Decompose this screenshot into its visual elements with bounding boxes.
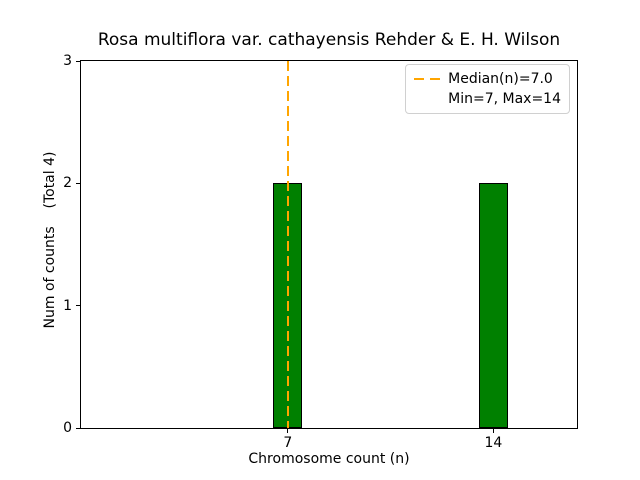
y-tick-2 [76,182,81,184]
chart-title: Rosa multiflora var. cathayensis Rehder … [97,30,561,50]
y-tick-label-3: 3 [63,53,72,69]
y-tick-0 [76,427,81,429]
x-tick-7 [287,428,289,433]
x-tick-label-7: 7 [283,435,293,451]
legend-label-minmax: Min=7, Max=14 [448,91,561,107]
legend-item-median: Median(n)=7.0 [414,69,561,89]
y-tick-3 [76,60,81,62]
median-vline [286,61,289,428]
y-axis-label: Num of counts (Total 4) [42,151,58,329]
median-dashed-line-swatch [414,78,441,80]
y-tick-label-0: 0 [63,420,72,436]
legend: Median(n)=7.0 Min=7, Max=14 [405,64,570,114]
legend-label-median: Median(n)=7.0 [448,71,553,87]
bar-n14 [478,183,508,428]
x-axis-label: Chromosome count (n) [248,451,410,467]
legend-item-minmax: Min=7, Max=14 [414,89,561,109]
x-tick-14 [492,428,494,433]
y-tick-label-1: 1 [63,297,72,314]
x-tick-label-14: 14 [484,435,503,451]
y-tick-1 [76,305,81,307]
plot-area: Median(n)=7.0 Min=7, Max=14 7 14 0 1 2 3 [63,53,578,451]
y-tick-label-2: 2 [63,175,72,192]
